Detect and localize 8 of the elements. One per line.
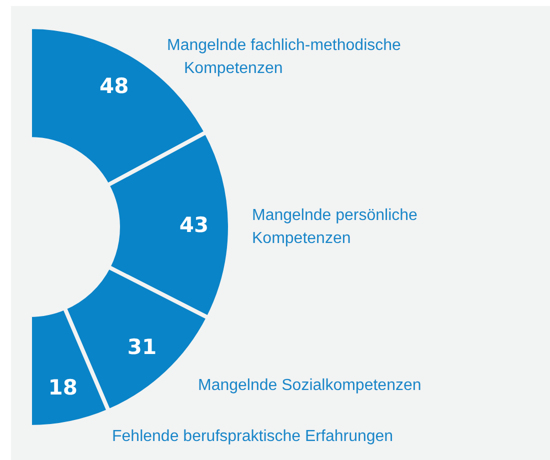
slice-label: Fehlende berufspraktische Erfahrungen [112, 428, 394, 445]
slice-label: Mangelnde persönliche Kompetenzen [252, 207, 418, 247]
data-label: 43 [179, 213, 209, 238]
data-label: 18 [48, 376, 78, 400]
slice-label: Mangelnde Sozialkompetenzen [198, 377, 422, 394]
data-label: 48 [100, 74, 129, 98]
slice-label: Mangelnde fachlich-methodische Kompetenzen [167, 37, 402, 77]
data-label: 31 [127, 334, 157, 359]
